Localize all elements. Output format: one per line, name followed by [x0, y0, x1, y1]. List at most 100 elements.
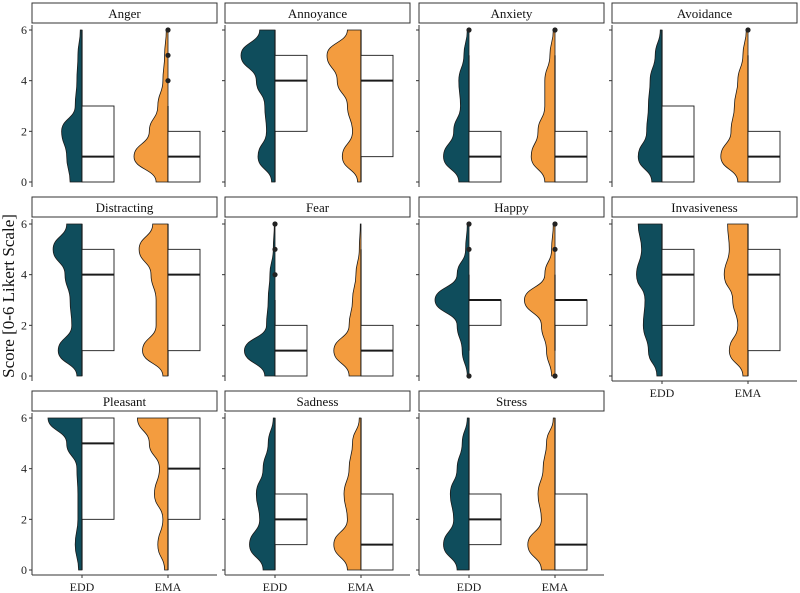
panel-annoyance: Annoyance [222, 2, 411, 187]
outlier-point [165, 78, 171, 84]
panel-strip [611, 196, 798, 218]
violin-edd [443, 29, 470, 183]
box-edd [81, 417, 115, 520]
panel-strip [611, 2, 798, 24]
y-tick-label: 2 [21, 318, 27, 332]
outlier-point [272, 221, 278, 227]
series-edd: EDD [443, 417, 502, 593]
y-tick-label: 4 [21, 462, 27, 476]
violin-ema [527, 417, 556, 571]
panel-strip [31, 196, 218, 218]
y-tick-label: 6 [21, 411, 27, 425]
panel-anxiety: Anxiety [416, 2, 605, 187]
series-edd: EDD [636, 223, 695, 400]
y-tick-label: 4 [21, 74, 27, 88]
series-ema: EMA [333, 417, 394, 593]
violin-edd [52, 223, 83, 377]
outlier-point [745, 27, 751, 33]
panel-pleasant: Pleasant 0 2 4 6 EDD EMA [21, 390, 218, 593]
y-tick-label: 2 [21, 512, 27, 526]
box-edd [661, 248, 695, 326]
panel-title: Fear [306, 200, 330, 215]
outlier-point [552, 27, 558, 33]
violin-edd [249, 417, 276, 571]
series-ema [138, 223, 201, 377]
outlier-point [165, 52, 171, 58]
outlier-point [272, 246, 278, 252]
series-ema: EMA [723, 223, 781, 400]
y-tick-label: 2 [21, 124, 27, 138]
panel-title: Anger [108, 6, 141, 21]
series-edd [240, 29, 308, 183]
violin-ema [326, 29, 362, 183]
y-axis-label: Score [0-6 Likert Scale] [0, 214, 18, 378]
panel-invasiveness: Invasiveness EDD EMA [609, 196, 798, 400]
y-tick-label: 0 [21, 369, 27, 383]
box-edd [468, 299, 502, 326]
violin-ema [723, 223, 749, 377]
series-ema: EMA [136, 417, 201, 593]
x-tick-label: EMA [735, 386, 762, 400]
panel-strip [31, 390, 218, 412]
y-tick-label: 4 [21, 268, 27, 282]
panel-anger: Anger 0 2 4 6 [21, 2, 218, 189]
outlier-point [552, 246, 558, 252]
box-ema [360, 54, 394, 158]
x-tick-label: EMA [348, 580, 375, 593]
panel-strip [418, 390, 605, 412]
panel-title: Happy [494, 200, 529, 215]
violin-edd [443, 417, 470, 571]
y-tick-label: 0 [21, 563, 27, 577]
box-ema [554, 493, 588, 571]
outlier-point [272, 272, 278, 278]
panel-sadness: Sadness EDD EMA [222, 390, 411, 593]
series-edd [443, 27, 502, 183]
panel-title: Pleasant [103, 394, 147, 409]
violin-ema [530, 29, 556, 183]
panel-strip [224, 2, 411, 24]
panel-title: Distracting [96, 200, 154, 215]
y-tick-label: 6 [21, 217, 27, 231]
panel-stress: Stress EDD EMA [416, 390, 605, 593]
series-edd [243, 221, 308, 377]
violin-edd [240, 29, 276, 183]
outlier-point [552, 221, 558, 227]
box-edd [81, 248, 115, 352]
series-edd: EDD [249, 417, 308, 593]
panel-title: Stress [496, 394, 527, 409]
panel-strip [224, 196, 411, 218]
series-edd [637, 29, 695, 183]
violin-ema [333, 223, 362, 377]
violin-edd [637, 29, 663, 183]
violin-ema [333, 417, 362, 571]
series-ema: EMA [527, 417, 588, 593]
violin-ema [138, 223, 169, 377]
outlier-point [466, 373, 472, 379]
x-tick-label: EMA [542, 580, 569, 593]
box-edd [661, 105, 695, 183]
outlier-point [466, 27, 472, 33]
y-tick-label: 6 [21, 23, 27, 37]
violin-edd [434, 223, 470, 377]
x-tick-label: EDD [650, 386, 675, 400]
series-ema [523, 221, 588, 379]
outlier-point [466, 246, 472, 252]
violin-edd [47, 417, 83, 571]
panel-grid: Anger 0 2 4 6 Annoyance Anxiety Avoidance Distra… [21, 2, 798, 593]
panel-strip [224, 390, 411, 412]
panel-title: Avoidance [677, 6, 733, 21]
panel-distracting: Distracting 0 2 4 6 [21, 196, 218, 383]
outlier-point [466, 221, 472, 227]
series-ema [720, 27, 781, 183]
violin-edd [61, 29, 83, 183]
outlier-point [552, 373, 558, 379]
panel-strip [418, 2, 605, 24]
box-edd [81, 105, 115, 183]
panel-happy: Happy [416, 196, 605, 381]
x-tick-label: EDD [263, 580, 288, 593]
outlier-point [165, 27, 171, 33]
violin-ema [133, 29, 169, 183]
series-ema [133, 27, 201, 183]
box-ema [167, 248, 201, 352]
